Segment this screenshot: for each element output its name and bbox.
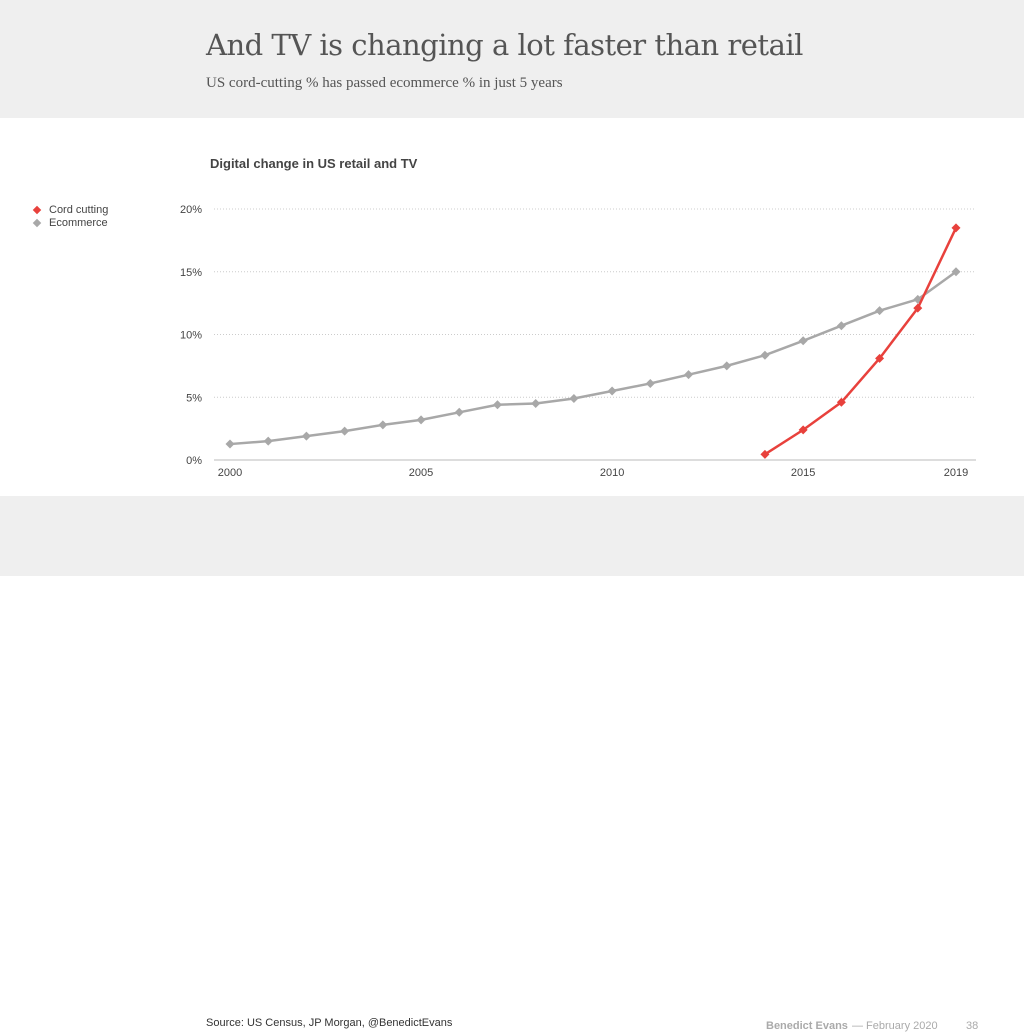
y-tick-label: 5%	[186, 392, 202, 404]
data-point	[836, 397, 846, 407]
legend: Cord cutting Ecommerce	[32, 203, 109, 229]
data-point	[798, 336, 808, 346]
data-point	[951, 223, 961, 233]
data-point	[760, 449, 770, 459]
footer: Source: US Census, JP Morgan, @BenedictE…	[0, 496, 1024, 1032]
legend-label: Cord cutting	[49, 203, 109, 216]
x-tick-label: 2005	[409, 467, 433, 479]
data-point	[798, 425, 808, 435]
data-point	[301, 431, 311, 441]
data-point	[836, 321, 846, 331]
data-point	[454, 407, 464, 417]
data-point	[645, 378, 655, 388]
legend-item-ecommerce: Ecommerce	[32, 216, 108, 229]
data-point	[416, 415, 426, 425]
author: Benedict Evans	[766, 1020, 848, 1032]
date: — February 2020	[852, 1020, 938, 1032]
y-tick-label: 0%	[186, 455, 202, 467]
data-point	[492, 400, 502, 410]
x-tick-label: 2000	[218, 467, 242, 479]
x-tick-label: 2015	[791, 467, 815, 479]
data-point	[225, 439, 235, 449]
data-point	[531, 399, 541, 409]
data-point	[263, 436, 273, 446]
x-tick-label: 2019	[944, 467, 968, 479]
page-subtitle: US cord-cutting % has passed ecommerce %…	[206, 75, 563, 91]
y-tick-label: 20%	[180, 204, 202, 216]
header: And TV is changing a lot faster than ret…	[0, 0, 1024, 118]
x-tick-label: 2010	[600, 467, 624, 479]
data-point	[913, 303, 923, 313]
data-point	[875, 353, 885, 363]
data-point	[722, 361, 732, 371]
page-title: And TV is changing a lot faster than ret…	[206, 28, 803, 62]
data-point	[569, 394, 579, 404]
chart-title: Digital change in US retail and TV	[210, 156, 418, 171]
data-point	[378, 420, 388, 430]
line-chart: 0% 5% 10% 15% 20% 2000 2005 2010 2015 2019	[180, 204, 976, 479]
data-point	[875, 306, 885, 316]
data-point	[951, 267, 961, 277]
page-number: 38	[966, 1020, 979, 1032]
data-point	[760, 350, 770, 360]
legend-item-cord-cutting: Cord cutting	[32, 203, 109, 216]
legend-label: Ecommerce	[49, 216, 108, 229]
series-line-ecommerce	[229, 270, 957, 446]
y-tick-label: 10%	[180, 330, 202, 342]
series-line-cord-cutting	[764, 227, 958, 456]
source-note: Source: US Census, JP Morgan, @BenedictE…	[206, 1017, 453, 1029]
data-point	[607, 386, 617, 396]
data-point	[684, 370, 694, 380]
data-point	[340, 426, 350, 436]
y-tick-label: 15%	[180, 267, 202, 279]
